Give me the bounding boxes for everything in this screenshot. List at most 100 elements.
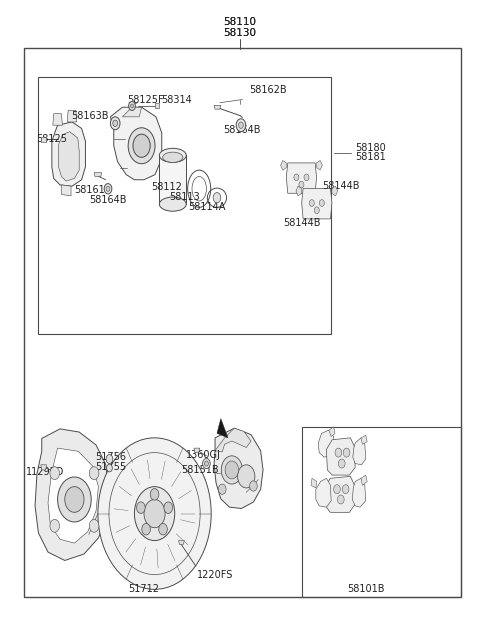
Text: 58110: 58110 <box>224 17 256 28</box>
Circle shape <box>236 119 246 132</box>
Polygon shape <box>296 186 302 196</box>
Polygon shape <box>316 478 331 507</box>
Polygon shape <box>53 114 62 125</box>
Text: 58125F: 58125F <box>127 94 164 105</box>
Polygon shape <box>35 429 109 560</box>
Polygon shape <box>67 110 77 122</box>
Polygon shape <box>61 185 71 196</box>
Polygon shape <box>352 478 366 507</box>
Circle shape <box>299 181 304 188</box>
Text: 58113: 58113 <box>169 192 200 202</box>
Polygon shape <box>48 448 98 543</box>
Circle shape <box>113 120 118 126</box>
Text: 58112: 58112 <box>151 182 182 193</box>
Circle shape <box>218 484 226 494</box>
Polygon shape <box>353 438 366 465</box>
Circle shape <box>107 464 112 472</box>
Polygon shape <box>326 438 355 475</box>
Polygon shape <box>286 163 317 193</box>
Text: 58163B: 58163B <box>71 110 108 121</box>
Circle shape <box>65 487 84 512</box>
Polygon shape <box>214 105 221 109</box>
Circle shape <box>104 184 112 194</box>
Circle shape <box>309 200 314 207</box>
Circle shape <box>213 193 221 203</box>
Polygon shape <box>332 186 338 196</box>
Circle shape <box>250 481 257 491</box>
Circle shape <box>314 207 319 214</box>
Text: 1360GJ: 1360GJ <box>186 449 221 460</box>
Circle shape <box>203 458 210 469</box>
Circle shape <box>150 489 159 500</box>
Text: 58180: 58180 <box>355 143 386 153</box>
Circle shape <box>144 499 165 528</box>
Text: 58151B: 58151B <box>181 465 219 475</box>
Polygon shape <box>59 132 79 181</box>
Text: 51756: 51756 <box>95 452 126 462</box>
Polygon shape <box>325 476 355 512</box>
Text: 58110: 58110 <box>224 17 256 28</box>
Polygon shape <box>110 107 162 180</box>
Polygon shape <box>179 541 184 544</box>
Circle shape <box>338 459 345 468</box>
Circle shape <box>89 467 99 480</box>
Circle shape <box>110 117 120 130</box>
Polygon shape <box>302 189 332 219</box>
Circle shape <box>142 523 150 535</box>
Text: 58164B: 58164B <box>89 195 126 205</box>
Polygon shape <box>52 122 85 186</box>
Polygon shape <box>41 465 47 470</box>
Circle shape <box>134 487 175 541</box>
Text: 58144B: 58144B <box>323 181 360 191</box>
Polygon shape <box>361 475 367 485</box>
Ellipse shape <box>163 152 183 162</box>
Text: 58162B: 58162B <box>250 85 287 95</box>
Polygon shape <box>41 137 46 142</box>
Polygon shape <box>155 103 159 108</box>
Polygon shape <box>214 428 263 508</box>
Text: 58130: 58130 <box>224 28 256 39</box>
Circle shape <box>133 134 150 157</box>
Circle shape <box>89 519 99 532</box>
Circle shape <box>106 186 110 191</box>
Circle shape <box>159 523 168 535</box>
Circle shape <box>98 438 211 589</box>
Circle shape <box>129 101 135 110</box>
Text: 58125: 58125 <box>36 134 67 144</box>
Polygon shape <box>280 160 286 170</box>
Text: 51712: 51712 <box>129 584 160 594</box>
Circle shape <box>225 461 239 479</box>
Circle shape <box>342 485 349 494</box>
Bar <box>24 48 461 597</box>
Text: 58161B: 58161B <box>74 185 112 195</box>
Circle shape <box>128 128 155 164</box>
Circle shape <box>204 461 208 466</box>
Circle shape <box>106 455 113 464</box>
Polygon shape <box>122 107 142 117</box>
Polygon shape <box>317 160 323 170</box>
Circle shape <box>164 502 173 514</box>
Circle shape <box>343 448 350 457</box>
Text: 58181: 58181 <box>355 152 386 162</box>
Polygon shape <box>311 478 317 488</box>
Polygon shape <box>194 448 200 453</box>
Bar <box>159 155 186 204</box>
Ellipse shape <box>159 197 186 211</box>
Text: 1129ED: 1129ED <box>26 467 65 477</box>
Bar <box>38 77 331 334</box>
Polygon shape <box>361 435 367 444</box>
Polygon shape <box>94 173 102 177</box>
Polygon shape <box>215 428 251 452</box>
Circle shape <box>294 174 299 181</box>
Text: 58314: 58314 <box>161 94 192 105</box>
Circle shape <box>136 502 145 514</box>
Circle shape <box>50 467 60 480</box>
Text: 58130: 58130 <box>224 28 256 39</box>
Circle shape <box>334 485 340 494</box>
Circle shape <box>304 174 309 181</box>
Text: 58101B: 58101B <box>347 584 384 594</box>
Circle shape <box>58 477 91 522</box>
Text: 58114A: 58114A <box>188 202 226 213</box>
Text: 58144B: 58144B <box>283 218 321 229</box>
Polygon shape <box>329 427 335 437</box>
